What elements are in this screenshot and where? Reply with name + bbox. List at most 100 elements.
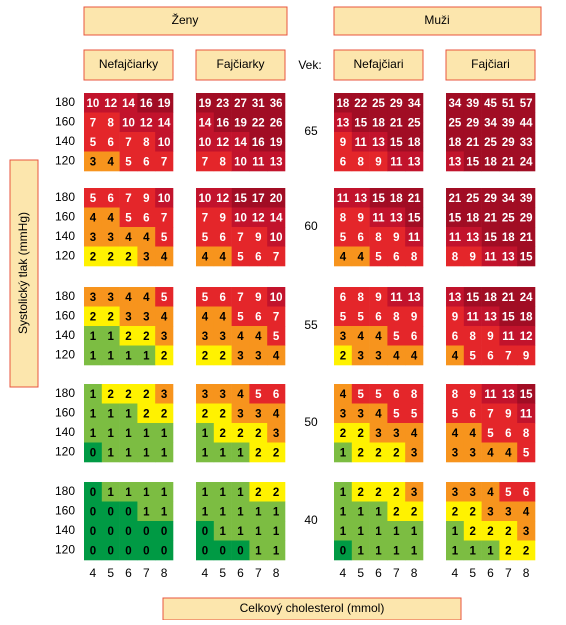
cell-label: 3 bbox=[90, 232, 96, 244]
cell-label: 29 bbox=[466, 117, 479, 129]
cell-label: 1 bbox=[452, 526, 459, 538]
cell-label: 7 bbox=[505, 350, 511, 362]
cell-label: 19 bbox=[158, 98, 171, 110]
cell-label: 4 bbox=[523, 506, 530, 518]
cell bbox=[334, 132, 353, 152]
cell bbox=[231, 345, 250, 366]
cell-label: 44 bbox=[520, 117, 533, 129]
y-tick-label: 140 bbox=[55, 328, 75, 342]
cell bbox=[249, 306, 268, 327]
cell bbox=[119, 384, 138, 404]
cell-label: 1 bbox=[357, 526, 364, 538]
cell-label: 3 bbox=[237, 408, 243, 420]
cell bbox=[137, 384, 156, 404]
cell-label: 1 bbox=[219, 447, 226, 459]
cell-label: 1 bbox=[90, 350, 97, 362]
cell-label: 8 bbox=[393, 311, 400, 323]
cell-label: 14 bbox=[122, 98, 135, 110]
cell bbox=[213, 112, 232, 133]
cell-label: 6 bbox=[452, 331, 458, 343]
x-tick-label: 7 bbox=[393, 566, 400, 580]
cell-label: 3 bbox=[90, 292, 96, 304]
cell-label: 12 bbox=[104, 98, 117, 110]
cell bbox=[196, 482, 215, 502]
cell bbox=[351, 306, 370, 327]
cell bbox=[137, 246, 156, 267]
cell-label: 0 bbox=[90, 487, 96, 499]
cell bbox=[196, 132, 215, 152]
cell-label: 13 bbox=[449, 156, 462, 168]
cell bbox=[196, 93, 215, 113]
cell bbox=[155, 227, 174, 247]
header-box bbox=[333, 6, 542, 36]
cell bbox=[155, 287, 174, 307]
cell-label: 8 bbox=[411, 389, 418, 401]
cell bbox=[196, 151, 215, 172]
cell-label: 0 bbox=[90, 526, 96, 538]
cell-label: 34 bbox=[408, 98, 421, 110]
cell bbox=[137, 403, 156, 424]
cell-label: 15 bbox=[408, 212, 421, 224]
cell-label: 1 bbox=[143, 447, 150, 459]
cell bbox=[267, 188, 286, 208]
cell bbox=[196, 287, 215, 307]
cell bbox=[231, 93, 250, 113]
y-tick-label: 180 bbox=[55, 190, 75, 204]
cell-label: 2 bbox=[393, 506, 399, 518]
cell bbox=[155, 521, 174, 541]
cell bbox=[249, 112, 268, 133]
cell-label: 13 bbox=[337, 117, 350, 129]
cell bbox=[213, 384, 232, 404]
cell bbox=[267, 151, 286, 172]
cell-label: 19 bbox=[234, 117, 247, 129]
cell-label: 1 bbox=[90, 408, 97, 420]
cell bbox=[446, 521, 465, 541]
cell-label: 24 bbox=[520, 156, 533, 168]
cell bbox=[517, 287, 536, 307]
cell-label: 3 bbox=[255, 408, 261, 420]
cell bbox=[84, 306, 103, 327]
cell bbox=[446, 482, 465, 502]
cell-label: 2 bbox=[255, 487, 261, 499]
x-tick-label: 4 bbox=[452, 566, 459, 580]
cell bbox=[155, 423, 174, 443]
x-tick-label: 7 bbox=[505, 566, 512, 580]
cell-label: 9 bbox=[143, 193, 149, 205]
cell-label: 11 bbox=[408, 232, 421, 244]
cell-label: 3 bbox=[505, 506, 511, 518]
cell bbox=[481, 501, 500, 522]
cell-label: 2 bbox=[125, 331, 131, 343]
cell bbox=[351, 246, 370, 267]
cell-label: 21 bbox=[502, 156, 515, 168]
cell bbox=[84, 501, 103, 522]
cell-label: 13 bbox=[502, 251, 515, 263]
cell-label: 21 bbox=[520, 232, 533, 244]
cell bbox=[101, 287, 120, 307]
cell bbox=[481, 540, 500, 561]
cell-label: 3 bbox=[255, 350, 261, 362]
cell-label: 5 bbox=[161, 292, 168, 304]
x-tick-label: 8 bbox=[523, 566, 530, 580]
cell-label: 8 bbox=[375, 232, 382, 244]
cell-label: 6 bbox=[411, 331, 417, 343]
cell bbox=[155, 246, 174, 267]
cell-label: 4 bbox=[340, 389, 347, 401]
cell-label: 3 bbox=[219, 331, 225, 343]
cell-label: 16 bbox=[140, 98, 153, 110]
cell-label: 25 bbox=[372, 98, 385, 110]
cell-label: 4 bbox=[357, 251, 364, 263]
cell bbox=[499, 403, 518, 424]
cell bbox=[155, 326, 174, 346]
cell-label: 7 bbox=[273, 311, 279, 323]
cell bbox=[101, 227, 120, 247]
cell bbox=[499, 287, 518, 307]
cell-label: 36 bbox=[270, 98, 283, 110]
cell bbox=[119, 442, 138, 463]
cell bbox=[119, 151, 138, 172]
cell-label: 33 bbox=[520, 137, 533, 149]
cell bbox=[351, 112, 370, 133]
cell bbox=[446, 326, 465, 346]
cell bbox=[387, 246, 406, 267]
cell bbox=[351, 540, 370, 561]
cell-label: 3 bbox=[452, 487, 458, 499]
